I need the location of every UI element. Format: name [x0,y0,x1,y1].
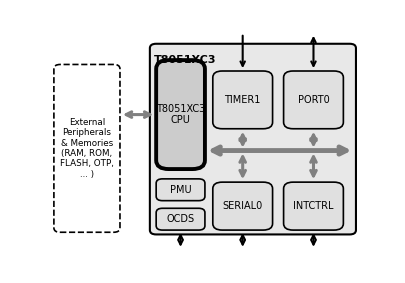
FancyBboxPatch shape [156,208,205,230]
Text: OCDS: OCDS [166,214,194,224]
Text: PORT0: PORT0 [297,95,328,105]
Text: SERIAL0: SERIAL0 [222,201,262,211]
FancyBboxPatch shape [156,60,205,169]
FancyBboxPatch shape [149,44,355,234]
FancyBboxPatch shape [54,65,120,232]
FancyBboxPatch shape [212,182,272,230]
Text: INTCTRL: INTCTRL [292,201,333,211]
FancyBboxPatch shape [283,71,343,129]
FancyBboxPatch shape [283,182,343,230]
Text: TIMER1: TIMER1 [224,95,260,105]
FancyBboxPatch shape [156,179,205,201]
Text: T8051XC3: T8051XC3 [153,55,215,65]
Text: PMU: PMU [169,185,191,195]
FancyBboxPatch shape [212,71,272,129]
Text: External
Peripherals
& Memories
(RAM, ROM,
FLASH, OTP,
... ): External Peripherals & Memories (RAM, RO… [60,118,113,179]
Text: T8051XC3
CPU: T8051XC3 CPU [156,104,205,125]
